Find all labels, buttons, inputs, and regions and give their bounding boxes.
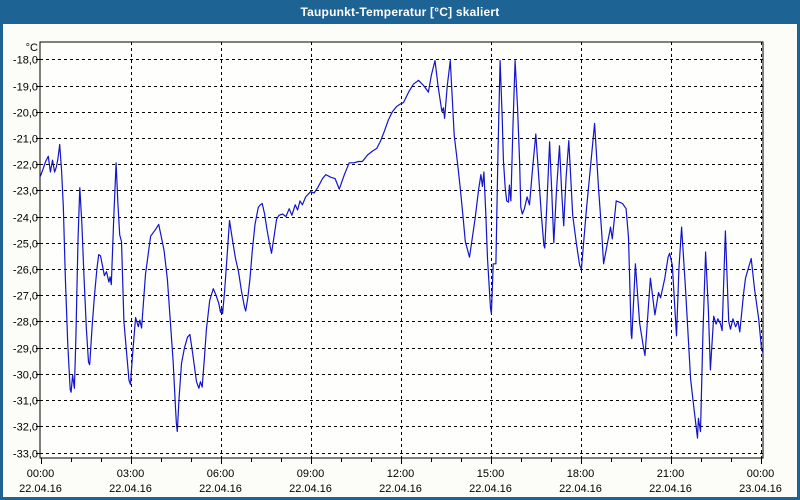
x-tick-time-label: 15:00	[477, 468, 505, 480]
plot-area	[39, 41, 764, 459]
chart-title: Taupunkt-Temperatur [°C] skaliert	[300, 5, 500, 19]
y-tick-label: -19,0	[13, 82, 38, 94]
y-tick-label: -21,0	[13, 134, 38, 146]
y-tick-label: -29,0	[13, 344, 38, 356]
x-tick-time-label: 03:00	[117, 468, 145, 480]
y-tick-label: -24,0	[13, 213, 38, 225]
y-tick-label: -28,0	[13, 317, 38, 329]
x-tick-date-label: 22.04.16	[199, 483, 242, 495]
x-tick-date-label: 23.04.16	[739, 483, 782, 495]
x-tick-time-label: 18:00	[567, 468, 595, 480]
y-tick-label: -32,0	[13, 422, 38, 434]
x-tick-time-label: 09:00	[297, 468, 325, 480]
y-tick-label: -30,0	[13, 370, 38, 382]
x-tick-time-label: 21:00	[657, 468, 685, 480]
x-tick-date-label: 22.04.16	[559, 483, 602, 495]
window-titlebar: Taupunkt-Temperatur [°C] skaliert	[0, 0, 800, 24]
x-tick-time-label: 00:00	[27, 468, 55, 480]
x-tick-date-label: 22.04.16	[379, 483, 422, 495]
series-line	[39, 59, 764, 439]
x-tick-date-label: 22.04.16	[109, 483, 152, 495]
y-tick-label: -25,0	[13, 239, 38, 251]
y-tick-label: -31,0	[13, 396, 38, 408]
x-tick-date-label: 22.04.16	[469, 483, 512, 495]
y-tick-label: -23,0	[13, 186, 38, 198]
y-tick-label: -26,0	[13, 265, 38, 277]
y-tick-label: -22,0	[13, 160, 38, 172]
x-tick-time-label: 00:00	[747, 468, 775, 480]
y-tick-label: -18,0	[13, 55, 38, 67]
y-tick-label: -27,0	[13, 291, 38, 303]
y-axis-unit-label: °C	[26, 42, 38, 54]
x-tick-date-label: 22.04.16	[289, 483, 332, 495]
x-tick-date-label: 22.04.16	[649, 483, 692, 495]
x-tick-time-label: 12:00	[387, 468, 415, 480]
x-tick-time-label: 06:00	[207, 468, 235, 480]
x-tick-date-label: 22.04.16	[19, 483, 62, 495]
y-tick-label: -20,0	[13, 108, 38, 120]
y-tick-label: -33,0	[13, 449, 38, 461]
